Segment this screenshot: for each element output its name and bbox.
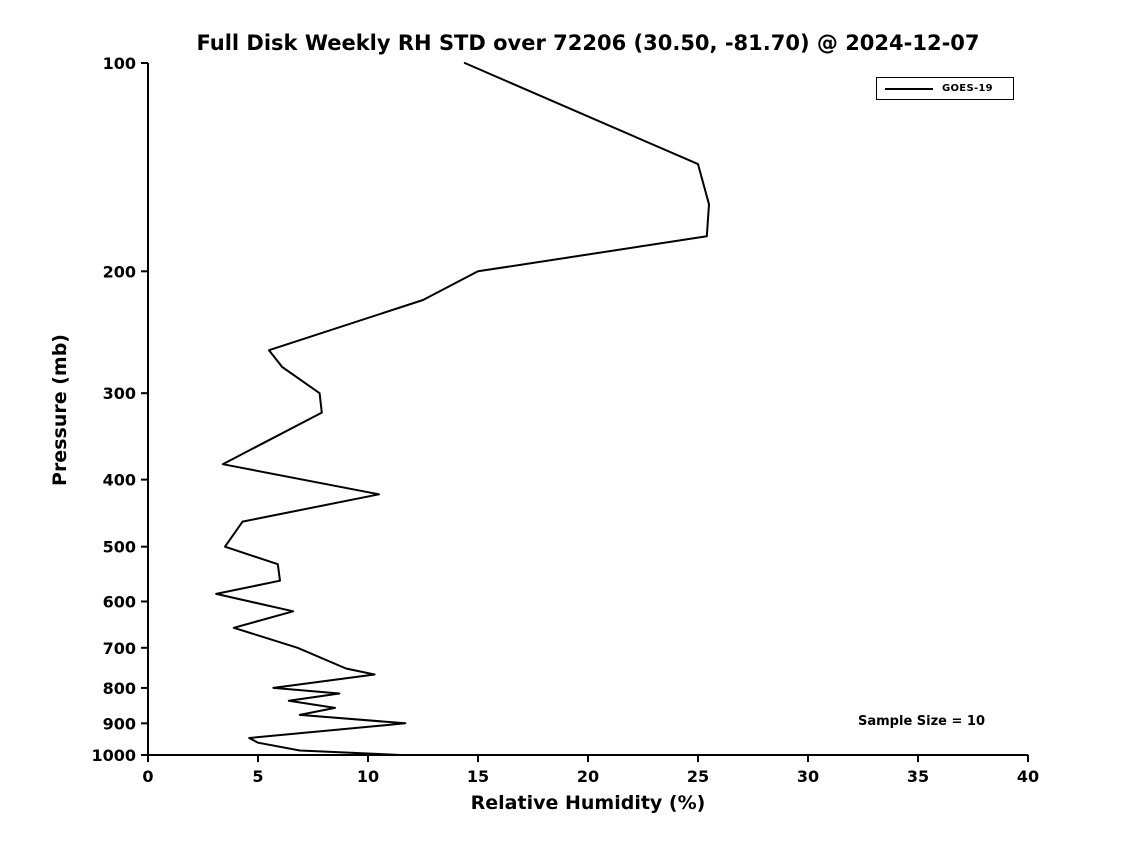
y-tick-label: 500 xyxy=(103,538,136,557)
y-tick-label: 300 xyxy=(103,384,136,403)
legend-entry-label: GOES-19 xyxy=(942,83,993,94)
chart-title: Full Disk Weekly RH STD over 72206 (30.5… xyxy=(196,31,980,55)
legend: GOES-19 xyxy=(876,77,1014,100)
y-tick-label: 200 xyxy=(103,262,136,281)
sample-size-annotation: Sample Size = 10 xyxy=(858,714,986,729)
series-line-goes-19 xyxy=(215,62,710,756)
y-tick-label: 100 xyxy=(103,54,136,73)
legend-line-icon xyxy=(885,87,933,90)
y-tick-label: 1000 xyxy=(91,746,136,765)
y-tick-label: 400 xyxy=(103,471,136,490)
y-tick-label: 700 xyxy=(103,639,136,658)
y-tick-label: 600 xyxy=(103,592,136,611)
x-tick-label: 20 xyxy=(577,767,599,786)
x-tick-label: 0 xyxy=(142,767,153,786)
x-tick-label: 40 xyxy=(1017,767,1039,786)
x-tick-label: 5 xyxy=(252,767,263,786)
y-tick-label: 800 xyxy=(103,679,136,698)
y-axis-label: Pressure (mb) xyxy=(49,334,71,486)
x-tick-label: 10 xyxy=(357,767,379,786)
y-tick-label: 900 xyxy=(103,714,136,733)
x-tick-label: 15 xyxy=(467,767,489,786)
x-tick-label: 30 xyxy=(797,767,819,786)
x-tick-label: 35 xyxy=(907,767,929,786)
x-axis-label: Relative Humidity (%) xyxy=(470,792,706,814)
x-tick-label: 25 xyxy=(687,767,709,786)
